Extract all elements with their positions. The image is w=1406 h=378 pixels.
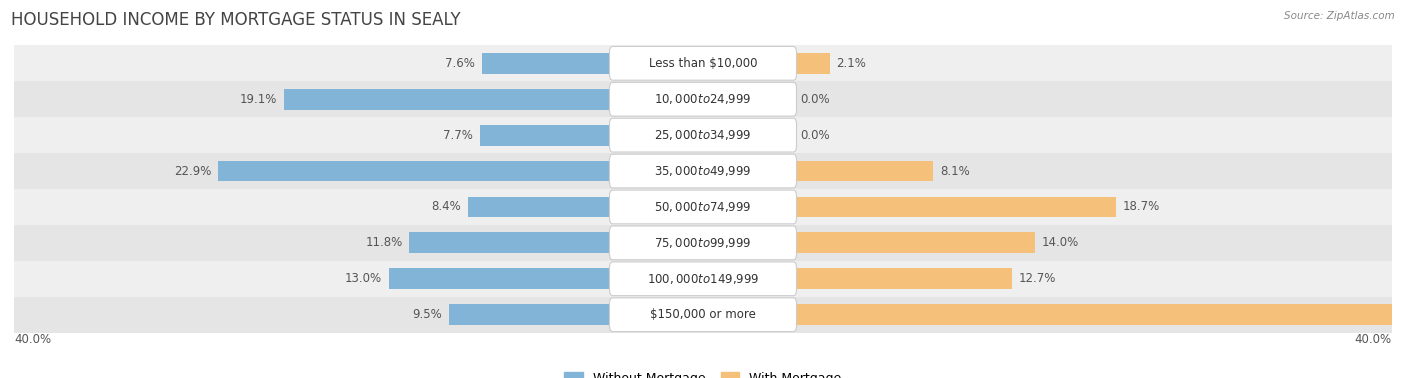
Text: 18.7%: 18.7%: [1122, 200, 1160, 214]
Bar: [388, 268, 613, 289]
Text: 7.6%: 7.6%: [444, 57, 475, 70]
Bar: [449, 304, 613, 325]
FancyBboxPatch shape: [609, 82, 797, 116]
Text: 13.0%: 13.0%: [344, 272, 382, 285]
Text: 14.0%: 14.0%: [1042, 236, 1078, 249]
Text: $25,000 to $34,999: $25,000 to $34,999: [654, 128, 752, 142]
Text: $50,000 to $74,999: $50,000 to $74,999: [654, 200, 752, 214]
Text: 8.4%: 8.4%: [432, 200, 461, 214]
Text: 40.0%: 40.0%: [14, 333, 51, 345]
Bar: [793, 53, 830, 74]
Bar: [14, 225, 1392, 261]
Bar: [793, 232, 1035, 253]
Text: $75,000 to $99,999: $75,000 to $99,999: [654, 236, 752, 250]
Bar: [14, 81, 1392, 117]
FancyBboxPatch shape: [609, 154, 797, 188]
Text: 8.1%: 8.1%: [939, 164, 970, 178]
Text: 19.1%: 19.1%: [239, 93, 277, 106]
Bar: [14, 297, 1392, 333]
FancyBboxPatch shape: [609, 226, 797, 260]
Text: 22.9%: 22.9%: [174, 164, 211, 178]
Bar: [14, 261, 1392, 297]
FancyBboxPatch shape: [609, 118, 797, 152]
Text: 12.7%: 12.7%: [1019, 272, 1056, 285]
Text: $10,000 to $24,999: $10,000 to $24,999: [654, 92, 752, 106]
Text: 11.8%: 11.8%: [366, 236, 402, 249]
Bar: [793, 161, 934, 181]
Text: $150,000 or more: $150,000 or more: [650, 308, 756, 321]
Text: 0.0%: 0.0%: [800, 93, 830, 106]
FancyBboxPatch shape: [609, 46, 797, 80]
Bar: [482, 53, 613, 74]
Bar: [793, 268, 1012, 289]
Text: 0.0%: 0.0%: [800, 129, 830, 142]
Bar: [468, 197, 613, 217]
Text: Less than $10,000: Less than $10,000: [648, 57, 758, 70]
Text: 9.5%: 9.5%: [412, 308, 441, 321]
Legend: Without Mortgage, With Mortgage: Without Mortgage, With Mortgage: [560, 367, 846, 378]
Text: 40.0%: 40.0%: [1355, 333, 1392, 345]
Bar: [14, 117, 1392, 153]
Text: 7.7%: 7.7%: [443, 129, 472, 142]
Bar: [14, 189, 1392, 225]
FancyBboxPatch shape: [609, 262, 797, 296]
Bar: [793, 304, 1406, 325]
Text: $100,000 to $149,999: $100,000 to $149,999: [647, 272, 759, 286]
Bar: [14, 153, 1392, 189]
Bar: [14, 45, 1392, 81]
Text: Source: ZipAtlas.com: Source: ZipAtlas.com: [1284, 11, 1395, 21]
Text: HOUSEHOLD INCOME BY MORTGAGE STATUS IN SEALY: HOUSEHOLD INCOME BY MORTGAGE STATUS IN S…: [11, 11, 461, 29]
FancyBboxPatch shape: [609, 190, 797, 224]
FancyBboxPatch shape: [609, 298, 797, 332]
Bar: [284, 89, 613, 110]
Bar: [218, 161, 613, 181]
Bar: [409, 232, 613, 253]
Bar: [479, 125, 613, 146]
Text: $35,000 to $49,999: $35,000 to $49,999: [654, 164, 752, 178]
Bar: [793, 197, 1115, 217]
Text: 2.1%: 2.1%: [837, 57, 866, 70]
